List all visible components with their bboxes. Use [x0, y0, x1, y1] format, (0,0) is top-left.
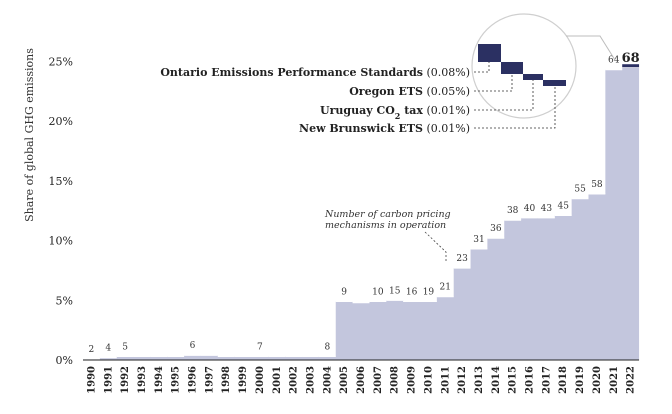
count-label: 38 [507, 206, 519, 216]
x-tick-label: 1997 [204, 366, 215, 394]
highlight-block [501, 62, 523, 74]
x-tick-label: 2000 [255, 366, 266, 394]
callout-leader [474, 86, 556, 129]
y-tick-label: 25% [49, 55, 73, 68]
x-tick-label: 2010 [423, 366, 434, 394]
x-tick-label: 1990 [86, 366, 97, 394]
highlight-block [478, 44, 501, 62]
x-axis: 1990 1991 1992 1993 1994 1995 1996 1997 1998 1999… [83, 359, 640, 394]
x-tick-label: 2021 [609, 366, 620, 394]
x-tick-label: 2001 [272, 366, 283, 394]
count-label: 31 [473, 235, 484, 245]
count-label: 58 [591, 180, 603, 190]
count-label: 5 [122, 342, 128, 352]
x-tick-label: 2006 [356, 366, 367, 394]
x-tick-label: 2003 [305, 366, 316, 394]
x-tick-label: 2008 [390, 366, 401, 394]
x-tick-label: 2005 [339, 366, 350, 394]
count-label: 23 [456, 254, 468, 264]
x-tick-label: 2013 [474, 366, 485, 394]
x-tick-label: 1998 [221, 366, 232, 394]
y-axis-ticks: 0% 5% 10% 15% 20% 25% [49, 55, 73, 367]
count-label: 7 [257, 342, 263, 352]
callout-label: New Brunswick ETS (0.01%) [299, 122, 470, 135]
x-tick-label: 2007 [373, 366, 384, 394]
highlight-block [523, 74, 543, 80]
area-fill [83, 67, 640, 360]
zoom-callout: Ontario Emissions Performance Standards … [160, 13, 640, 135]
count-label: 16 [406, 287, 418, 297]
x-tick-label: 1993 [137, 366, 148, 394]
x-tick-label: 2002 [289, 366, 300, 394]
x-tick-label: 1996 [188, 366, 199, 394]
count-label: 8 [324, 342, 330, 352]
x-tick-label: 1995 [171, 366, 182, 394]
x-tick-label: 2004 [322, 366, 333, 394]
y-tick-label: 0% [56, 354, 73, 367]
annotation-text: Number of carbon pricing [324, 209, 451, 220]
highlight-block [543, 80, 566, 86]
x-tick-label: 2012 [457, 366, 468, 394]
magnifier-connector [566, 35, 616, 61]
callout-leader [474, 74, 513, 92]
x-tick-label: 1991 [103, 366, 114, 394]
count-label: 45 [557, 201, 569, 211]
count-label: 10 [372, 287, 384, 297]
x-tick-label: 2017 [541, 366, 552, 394]
x-tick-label: 2022 [626, 366, 637, 394]
x-tick-label: 2009 [407, 366, 418, 394]
callout-label: Uruguay CO2 tax (0.01%) [320, 104, 470, 121]
count-label: 9 [341, 287, 347, 297]
annotation-leader [424, 231, 447, 262]
count-label: 55 [574, 185, 586, 195]
x-tick-label: 2016 [525, 366, 536, 394]
count-label: 64 [608, 56, 620, 66]
x-tick-label: 1994 [154, 366, 165, 394]
y-tick-label: 5% [56, 294, 73, 307]
count-label: 21 [440, 283, 451, 293]
count-label: 6 [190, 341, 196, 351]
count-label: 36 [490, 224, 502, 234]
x-tick-label: 1992 [120, 366, 131, 394]
x-tick-label: 2020 [592, 366, 603, 394]
y-tick-label: 15% [49, 175, 73, 188]
y-tick-label: 10% [49, 235, 73, 248]
x-tick-label: 2018 [558, 366, 569, 394]
callout-label: Oregon ETS (0.05%) [349, 85, 470, 98]
x-tick-label: 2015 [508, 366, 519, 394]
x-tick-label: 2019 [575, 366, 586, 394]
area-series [83, 66, 640, 360]
y-axis-label: Share of global GHG emissions [23, 48, 36, 222]
count-label: 15 [389, 286, 401, 296]
callout-leader [474, 62, 490, 73]
highlight-2022 [622, 64, 640, 68]
count-label: 4 [105, 344, 111, 354]
count-label: 43 [541, 204, 553, 214]
count-label: 40 [524, 204, 536, 214]
count-label: 19 [423, 287, 435, 297]
callout-label: Ontario Emissions Performance Standards … [160, 66, 470, 79]
count-label: 2 [89, 345, 95, 355]
annotation-text: mechanisms in operation [325, 220, 446, 231]
magnifier-circle [471, 13, 577, 119]
x-tick-label: 2014 [491, 366, 502, 394]
x-tick-label: 1999 [238, 366, 249, 394]
y-tick-label: 20% [49, 115, 73, 128]
x-tick-label: 2011 [440, 366, 451, 394]
count-label: 68 [622, 51, 640, 66]
